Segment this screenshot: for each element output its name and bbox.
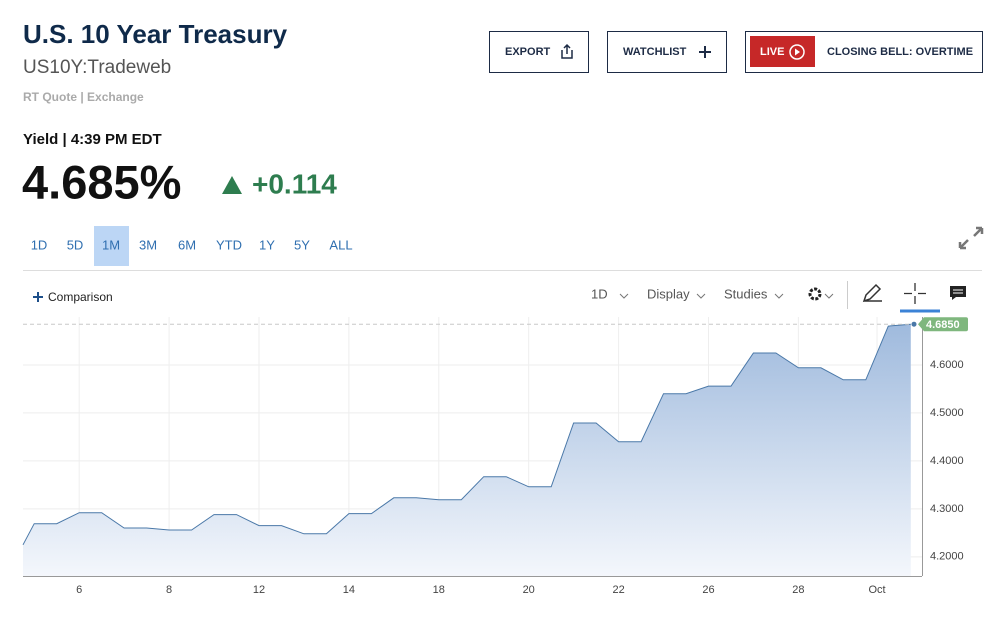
plus-icon [33,292,43,302]
settings-icon[interactable] [808,287,822,301]
range-button[interactable]: 6M [178,237,196,252]
up-arrow [222,176,242,194]
last-value-label: 4.6850 [926,319,960,331]
export-button[interactable]: EXPORT [489,31,589,73]
play-icon [789,44,805,60]
button-label: WATCHLIST [623,46,687,58]
x-tick-label: 28 [792,584,804,596]
y-tick-label: 4.6000 [930,359,964,371]
y-tick-label: 4.4000 [930,455,964,467]
area [23,324,911,576]
x-tick-label: Oct [868,584,885,596]
price-change: +0.114 [252,168,337,199]
range-button[interactable]: 5Y [294,237,310,252]
x-tick-label: 8 [166,584,172,596]
chevron [774,293,784,299]
x-tick-label: 6 [76,584,82,596]
chevron [696,293,706,299]
range-button[interactable]: 3M [139,237,157,252]
range-button[interactable]: 1Y [259,237,275,252]
range-button[interactable]: 1D [31,237,48,252]
range-button[interactable]: 1M [102,237,120,252]
export-icon [561,43,573,59]
toolbar: Comparison 1D Display Studies [33,281,966,313]
draw-icon[interactable] [862,283,882,303]
x-tick-label: 26 [702,584,714,596]
last-point [911,321,917,327]
range-button[interactable]: ALL [329,237,352,252]
range-selector: 1D 5D 1M 3M 6M YTD 1Y 5Y ALL [31,226,353,266]
expand-icon[interactable] [958,226,984,250]
live-label: CLOSING BELL: OVERTIME [827,46,973,58]
y-tick-label: 4.5000 [930,407,964,419]
range-button[interactable]: 5D [67,237,84,252]
title: U.S. 10 Year Treasury [23,19,288,49]
quote-label: Yield | 4:39 PM EDT [23,131,162,148]
x-tick-label: 14 [343,584,355,596]
crosshair-icon[interactable] [904,283,926,304]
live-button[interactable]: LIVE CLOSING BELL: OVERTIME [745,31,983,73]
symbol: US10Y:Tradeweb [23,57,171,78]
x-tick-label: 12 [253,584,265,596]
live-text: LIVE [760,46,784,58]
chevron [824,293,834,299]
chevron [619,293,629,299]
x-tick-label: 18 [433,584,445,596]
range-active-bg [94,226,129,266]
interval-button[interactable]: 1D [591,286,608,301]
line [22,323,911,546]
chart: 4.2000 4.3000 4.4000 4.5000 4.6000 6 8 12 14 18 20… [22,317,968,596]
play-icon [795,48,800,56]
watchlist-button[interactable]: WATCHLIST [607,31,727,73]
button-label: EXPORT [505,46,551,58]
x-tick-label: 20 [523,584,535,596]
source: RT Quote | Exchange [23,90,144,104]
x-tick-label: 22 [612,584,624,596]
last-price: 4.685% [22,155,181,208]
studies-button[interactable]: Studies [724,286,768,301]
range-button[interactable]: YTD [216,237,242,252]
y-tick-label: 4.2000 [930,551,964,563]
plus-icon [699,46,711,58]
comment-icon-lines [953,289,963,294]
last-value-badge [918,317,968,332]
comparison-button[interactable]: Comparison [48,290,113,304]
display-button[interactable]: Display [647,286,690,301]
y-tick-label: 4.3000 [930,503,964,515]
